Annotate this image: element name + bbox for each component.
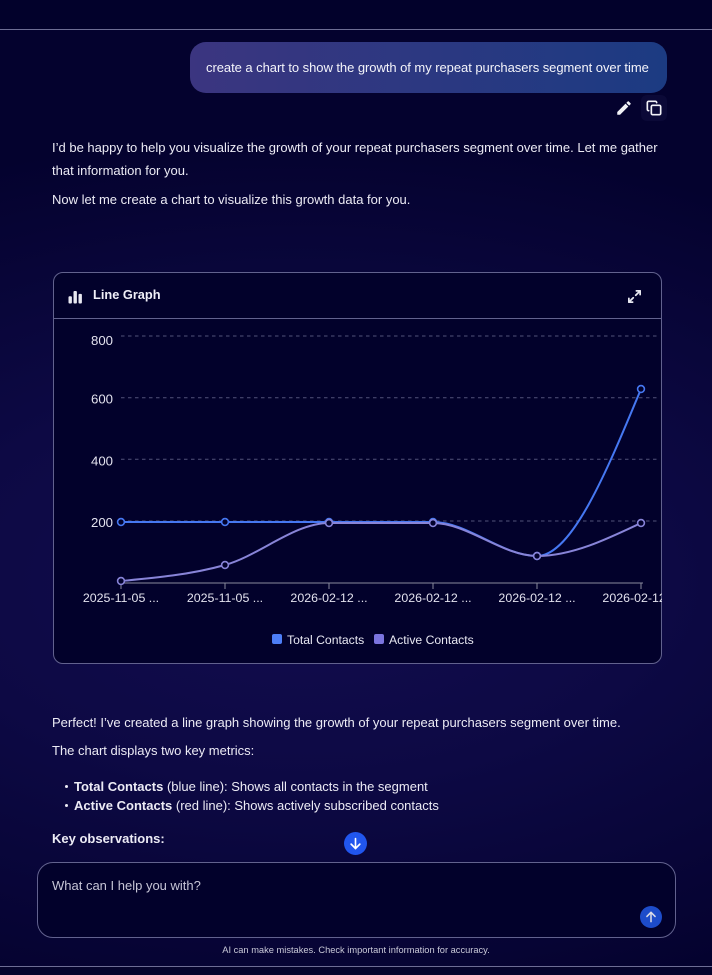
svg-text:2026-02-12 ...: 2026-02-12 ... [394, 591, 471, 605]
svg-text:2025-11-05 ...: 2025-11-05 ... [187, 591, 263, 605]
svg-text:2026-02-12 ...: 2026-02-12 ... [498, 591, 575, 605]
svg-text:200: 200 [91, 515, 113, 530]
svg-text:2025-11-05 ...: 2025-11-05 ... [83, 591, 159, 605]
svg-text:2026-02-12 ...: 2026-02-12 ... [602, 591, 662, 605]
svg-text:600: 600 [91, 392, 113, 407]
svg-text:2026-02-12 ...: 2026-02-12 ... [290, 591, 367, 605]
svg-text:800: 800 [91, 333, 113, 348]
svg-text:400: 400 [91, 453, 113, 468]
